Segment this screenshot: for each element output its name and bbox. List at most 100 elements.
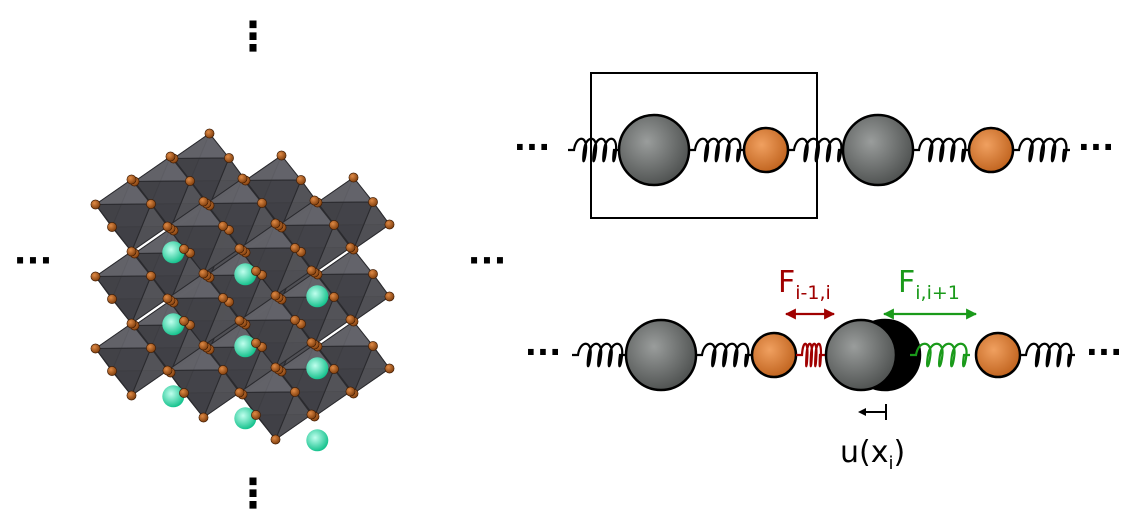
anion-atom bbox=[384, 219, 395, 230]
anion-atom bbox=[126, 318, 137, 329]
light-atom bbox=[750, 331, 798, 379]
anion-atom bbox=[368, 197, 378, 207]
cation-atom bbox=[234, 407, 257, 430]
anion-atom bbox=[90, 343, 101, 354]
anion-atom bbox=[218, 221, 228, 231]
octahedron bbox=[95, 323, 168, 396]
anion-atom bbox=[290, 387, 300, 397]
anion-atom bbox=[90, 199, 101, 210]
anion-atom bbox=[126, 246, 137, 257]
anion-atom bbox=[107, 366, 117, 376]
displacement-arrow bbox=[858, 404, 887, 420]
unit-cell-box bbox=[590, 72, 818, 219]
spring bbox=[913, 137, 969, 163]
anion-atom bbox=[198, 268, 209, 279]
displacement-label: u(xi) bbox=[840, 435, 905, 474]
anion-atom bbox=[198, 196, 209, 207]
spring bbox=[1013, 137, 1070, 163]
anion-atom bbox=[162, 293, 173, 304]
anion-atom bbox=[384, 291, 395, 302]
crystal-ellipsis-right: ··· bbox=[468, 241, 507, 281]
cation-atom bbox=[306, 285, 329, 308]
heavy-atom bbox=[617, 113, 691, 187]
anion-atom bbox=[290, 243, 300, 253]
anion-atom bbox=[270, 362, 281, 373]
cation-atom bbox=[162, 241, 185, 264]
anion-atom bbox=[165, 151, 176, 162]
anion-atom bbox=[270, 290, 281, 301]
anion-atom bbox=[107, 222, 117, 232]
displaced-heavy-atom bbox=[824, 318, 898, 392]
anion-atom bbox=[162, 221, 173, 232]
octahedron bbox=[317, 177, 390, 250]
force-label-right: Fi,i+1 bbox=[898, 265, 960, 304]
anion-atom bbox=[345, 314, 356, 325]
anion-atom bbox=[198, 412, 209, 423]
anion-atom bbox=[251, 266, 261, 276]
cation-atom bbox=[234, 263, 257, 286]
crystal-ellipsis-top: ⋮ bbox=[233, 14, 273, 60]
stretched-spring bbox=[910, 342, 970, 368]
anion-atom bbox=[126, 174, 137, 185]
anion-atom bbox=[306, 409, 317, 420]
anion-atom bbox=[270, 218, 281, 229]
anion-atom bbox=[234, 243, 245, 254]
anion-atom bbox=[368, 341, 378, 351]
chain2-ellipsis-left: ··· bbox=[525, 333, 561, 371]
anion-atom bbox=[276, 150, 287, 161]
anion-atom bbox=[224, 153, 234, 163]
anion-atom bbox=[270, 434, 281, 445]
anion-atom bbox=[204, 128, 215, 139]
anion-atom bbox=[296, 175, 306, 185]
anion-atom bbox=[179, 388, 189, 398]
chain1-ellipsis-left: ··· bbox=[514, 128, 550, 166]
heavy-atom bbox=[841, 113, 915, 187]
anion-atom bbox=[368, 269, 378, 279]
anion-atom bbox=[306, 265, 317, 276]
light-atom bbox=[974, 331, 1022, 379]
chain2-ellipsis-right: ··· bbox=[1086, 333, 1122, 371]
anion-atom bbox=[179, 316, 189, 326]
cation-atom bbox=[234, 335, 257, 358]
crystal-ellipsis-bottom: ⋮ bbox=[233, 471, 273, 517]
anion-atom bbox=[146, 271, 156, 281]
octahedron bbox=[317, 321, 390, 394]
anion-atom bbox=[146, 343, 156, 353]
force-label-left: Fi-1,i bbox=[778, 265, 831, 304]
cation-atom bbox=[306, 357, 329, 380]
anion-atom bbox=[251, 338, 261, 348]
anion-atom bbox=[345, 242, 356, 253]
anion-atom bbox=[179, 244, 189, 254]
crystal-ellipsis-left: ··· bbox=[14, 241, 53, 281]
anion-atom bbox=[384, 363, 395, 374]
heavy-atom bbox=[624, 318, 698, 392]
light-atom bbox=[742, 126, 790, 174]
perovskite-crystal bbox=[90, 128, 395, 452]
anion-atom bbox=[146, 199, 156, 209]
atomic-chain-equilibrium bbox=[568, 113, 1070, 187]
anion-atom bbox=[90, 271, 101, 282]
chain1-ellipsis-right: ··· bbox=[1078, 128, 1114, 166]
spring bbox=[1020, 342, 1075, 368]
anion-atom bbox=[345, 386, 356, 397]
cation-atom bbox=[162, 313, 185, 336]
spring bbox=[568, 137, 620, 163]
cations bbox=[162, 241, 329, 452]
anion-atom bbox=[257, 198, 267, 208]
octahedron bbox=[278, 344, 351, 417]
anion-atom bbox=[251, 410, 261, 420]
anion-atom bbox=[126, 390, 137, 401]
cation-atom bbox=[306, 429, 329, 452]
anion-atom bbox=[234, 315, 245, 326]
octahedron bbox=[239, 223, 312, 296]
anion-atom bbox=[309, 195, 320, 206]
anion-atom bbox=[218, 365, 228, 375]
octahedron bbox=[95, 251, 168, 324]
spring bbox=[689, 137, 744, 163]
anion-atom bbox=[218, 293, 228, 303]
anion-atom bbox=[290, 315, 300, 325]
anion-atom bbox=[329, 292, 339, 302]
anion-atom bbox=[329, 220, 339, 230]
anion-atom bbox=[185, 176, 195, 186]
